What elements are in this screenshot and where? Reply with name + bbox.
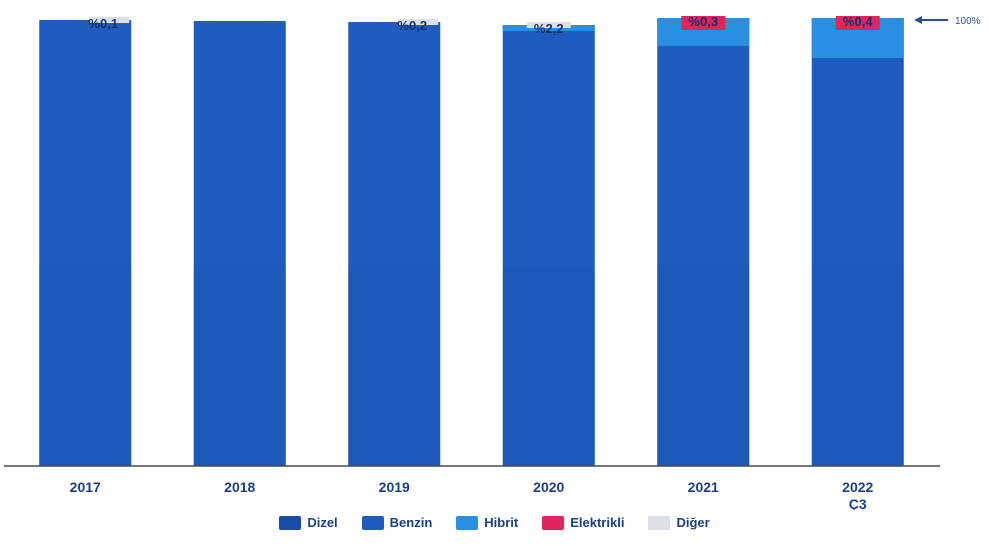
bar-group: %0,3 2021 bbox=[657, 14, 750, 495]
x-tick-label: 2022 bbox=[842, 479, 873, 495]
bar-dizel bbox=[193, 265, 286, 466]
bar-benzin bbox=[657, 18, 750, 466]
bar-top-label: %0,2 bbox=[397, 18, 427, 33]
reference-label: 100% bbox=[955, 16, 981, 27]
bar-top-label: %2,2 bbox=[534, 21, 564, 36]
bar-diger bbox=[398, 19, 439, 25]
bar-group: %0,1 2017 bbox=[39, 16, 132, 495]
x-tick-label: Ç3 bbox=[849, 496, 867, 510]
chart-plot: %0,1 2017 2018 %0,2 2019 %2,2 2020 %0,3 2021 %0,4… bbox=[4, 14, 981, 510]
x-tick-label: 2020 bbox=[533, 479, 564, 495]
bar-dizel bbox=[348, 266, 441, 466]
bar-benzin bbox=[193, 21, 286, 466]
bar-top-label: %0,1 bbox=[88, 16, 118, 31]
legend-label: Benzin bbox=[389, 515, 433, 530]
legend-item: Dizel bbox=[279, 515, 338, 530]
legend-label: Elektrikli bbox=[570, 515, 625, 530]
bar-diger bbox=[89, 17, 130, 23]
legend-label: Diğer bbox=[676, 515, 710, 530]
bar-dizel bbox=[811, 264, 904, 466]
x-tick-label: 2019 bbox=[379, 479, 410, 495]
chart-legend: Dizel Benzin Hibrit Elektrikli Diğer bbox=[0, 515, 989, 530]
bar-benzin bbox=[811, 18, 904, 466]
bar-group: %0,2 2019 bbox=[348, 18, 441, 495]
bar-benzin bbox=[39, 20, 132, 466]
legend-swatch bbox=[648, 515, 671, 530]
legend-swatch bbox=[279, 515, 302, 530]
bar-elektrikli bbox=[681, 16, 726, 30]
bar-benzin bbox=[502, 25, 595, 466]
bar-top-label: %0,3 bbox=[688, 14, 718, 29]
legend-item: Diğer bbox=[648, 515, 710, 530]
bar-dizel bbox=[502, 267, 595, 466]
legend-label: Hibrit bbox=[484, 515, 519, 530]
legend-item: Hibrit bbox=[456, 515, 518, 530]
x-tick-label: 2021 bbox=[688, 479, 719, 495]
reference-arrow-head bbox=[914, 16, 922, 24]
legend-item: Elektrikli bbox=[542, 515, 624, 530]
legend-swatch bbox=[361, 515, 384, 530]
legend-swatch bbox=[542, 515, 565, 530]
bar-diger bbox=[526, 22, 571, 28]
bar-dizel bbox=[657, 264, 750, 466]
legend-swatch bbox=[456, 515, 479, 530]
legend-item: Benzin bbox=[361, 515, 433, 530]
bar-elektrikli bbox=[835, 16, 880, 30]
legend-label: Dizel bbox=[307, 515, 338, 530]
x-tick-label: 2018 bbox=[224, 479, 255, 495]
bar-dizel bbox=[39, 265, 132, 466]
x-tick-label: 2017 bbox=[70, 479, 101, 495]
bar-group: %2,2 2020 bbox=[502, 21, 595, 495]
bar-benzin bbox=[348, 22, 441, 466]
bar-top-label: %0,4 bbox=[843, 14, 873, 29]
bar-group: 2018 bbox=[193, 21, 286, 495]
